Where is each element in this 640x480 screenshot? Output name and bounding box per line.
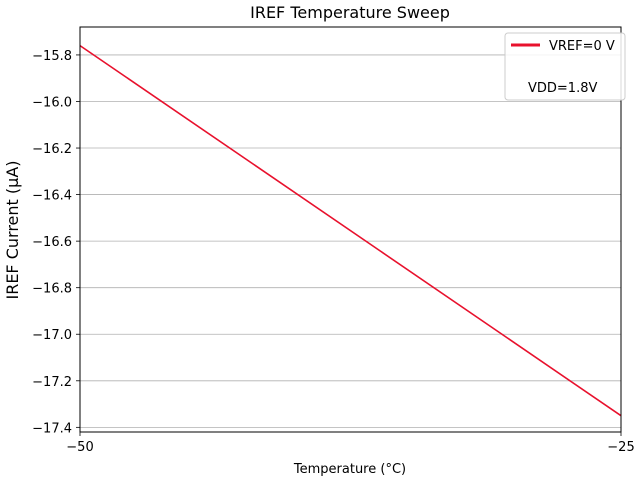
legend-label-vref-0v: VREF=0 V — [549, 39, 615, 54]
x-axis-title: Temperature (°C) — [293, 462, 406, 477]
series-line-vref-0v — [79, 44, 622, 417]
y-axis-title: IREF Current (µA) — [3, 160, 22, 299]
plot-frame — [79, 26, 622, 433]
series-layer — [79, 44, 622, 417]
x-tick-label: −50 — [66, 440, 93, 455]
legend: VREF=0 V VDD=1.8V — [504, 32, 626, 101]
y-tick-label: −16.6 — [32, 235, 72, 250]
y-tick-label: −16.0 — [32, 95, 72, 110]
y-tick-label: −16.2 — [32, 142, 72, 157]
y-tick-label: −17.2 — [32, 375, 72, 390]
y-tick-label: −16.8 — [32, 282, 72, 297]
legend-box — [504, 32, 626, 101]
legend-note-vdd: VDD=1.8V — [528, 81, 597, 96]
y-tick-label: −15.8 — [32, 49, 72, 64]
y-tick-label: −16.4 — [32, 189, 72, 204]
tick-layer: −15.8 −16.0 −16.2 −16.4 −16.6 −16.8 −17.0 −17.2… — [32, 49, 635, 455]
y-tick-label: −17.4 — [32, 421, 72, 436]
y-tick-label: −17.0 — [32, 328, 72, 343]
chart-title: IREF Temperature Sweep — [250, 3, 450, 22]
grid-layer — [80, 54, 621, 428]
x-tick-label: −25 — [607, 440, 634, 455]
